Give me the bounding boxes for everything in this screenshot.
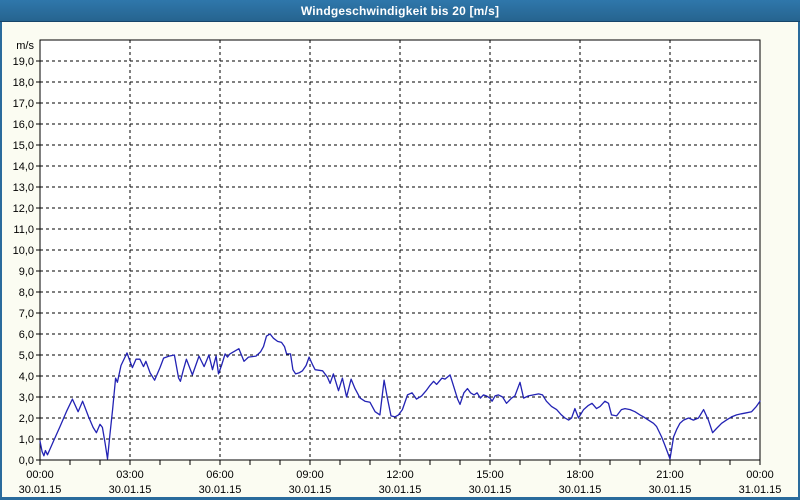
svg-text:15,0: 15,0 — [13, 140, 34, 152]
svg-text:8,0: 8,0 — [19, 287, 34, 299]
svg-text:09:00: 09:00 — [296, 469, 324, 481]
svg-text:19,0: 19,0 — [13, 56, 34, 68]
svg-text:1,0: 1,0 — [19, 434, 34, 446]
svg-text:18:00: 18:00 — [566, 469, 594, 481]
window-title: Windgeschwindigkeit bis 20 [m/s] — [300, 3, 500, 18]
svg-text:0,0: 0,0 — [19, 455, 34, 467]
svg-text:30.01.15: 30.01.15 — [289, 484, 332, 496]
svg-text:11,0: 11,0 — [13, 224, 34, 236]
svg-text:6,0: 6,0 — [19, 329, 34, 341]
svg-text:30.01.15: 30.01.15 — [199, 484, 242, 496]
svg-text:m/s: m/s — [16, 40, 34, 52]
svg-text:21:00: 21:00 — [656, 469, 684, 481]
svg-text:4,0: 4,0 — [19, 371, 34, 383]
svg-text:06:00: 06:00 — [206, 469, 234, 481]
svg-text:30.01.15: 30.01.15 — [649, 484, 692, 496]
svg-text:13,0: 13,0 — [13, 182, 34, 194]
title-bar: Windgeschwindigkeit bis 20 [m/s] — [0, 0, 800, 22]
svg-text:12,0: 12,0 — [13, 203, 34, 215]
svg-text:30.01.15: 30.01.15 — [109, 484, 152, 496]
svg-text:15:00: 15:00 — [476, 469, 504, 481]
svg-text:30.01.15: 30.01.15 — [19, 484, 62, 496]
svg-text:03:00: 03:00 — [116, 469, 144, 481]
svg-text:16,0: 16,0 — [13, 119, 34, 131]
svg-text:2,0: 2,0 — [19, 413, 34, 425]
svg-text:9,0: 9,0 — [19, 266, 34, 278]
svg-text:17,0: 17,0 — [13, 98, 34, 110]
svg-text:31.01.15: 31.01.15 — [739, 484, 782, 496]
svg-text:00:00: 00:00 — [746, 469, 774, 481]
svg-text:18,0: 18,0 — [13, 77, 34, 89]
svg-text:7,0: 7,0 — [19, 308, 34, 320]
svg-text:30.01.15: 30.01.15 — [559, 484, 602, 496]
svg-text:00:00: 00:00 — [26, 469, 54, 481]
wind-speed-chart: m/s 19,0 18,0 17,0 16,0 15,0 14,0 13,0 12,0 11,0 1… — [13, 39, 782, 496]
svg-text:14,0: 14,0 — [13, 161, 34, 173]
svg-text:3,0: 3,0 — [19, 392, 34, 404]
svg-text:5,0: 5,0 — [19, 350, 34, 362]
svg-text:12:00: 12:00 — [386, 469, 414, 481]
svg-text:30.01.15: 30.01.15 — [379, 484, 422, 496]
svg-text:10,0: 10,0 — [13, 245, 34, 257]
svg-text:30.01.15: 30.01.15 — [469, 484, 512, 496]
chart-panel: m/s 19,0 18,0 17,0 16,0 15,0 14,0 13,0 12,0 11,0 1… — [2, 22, 798, 497]
